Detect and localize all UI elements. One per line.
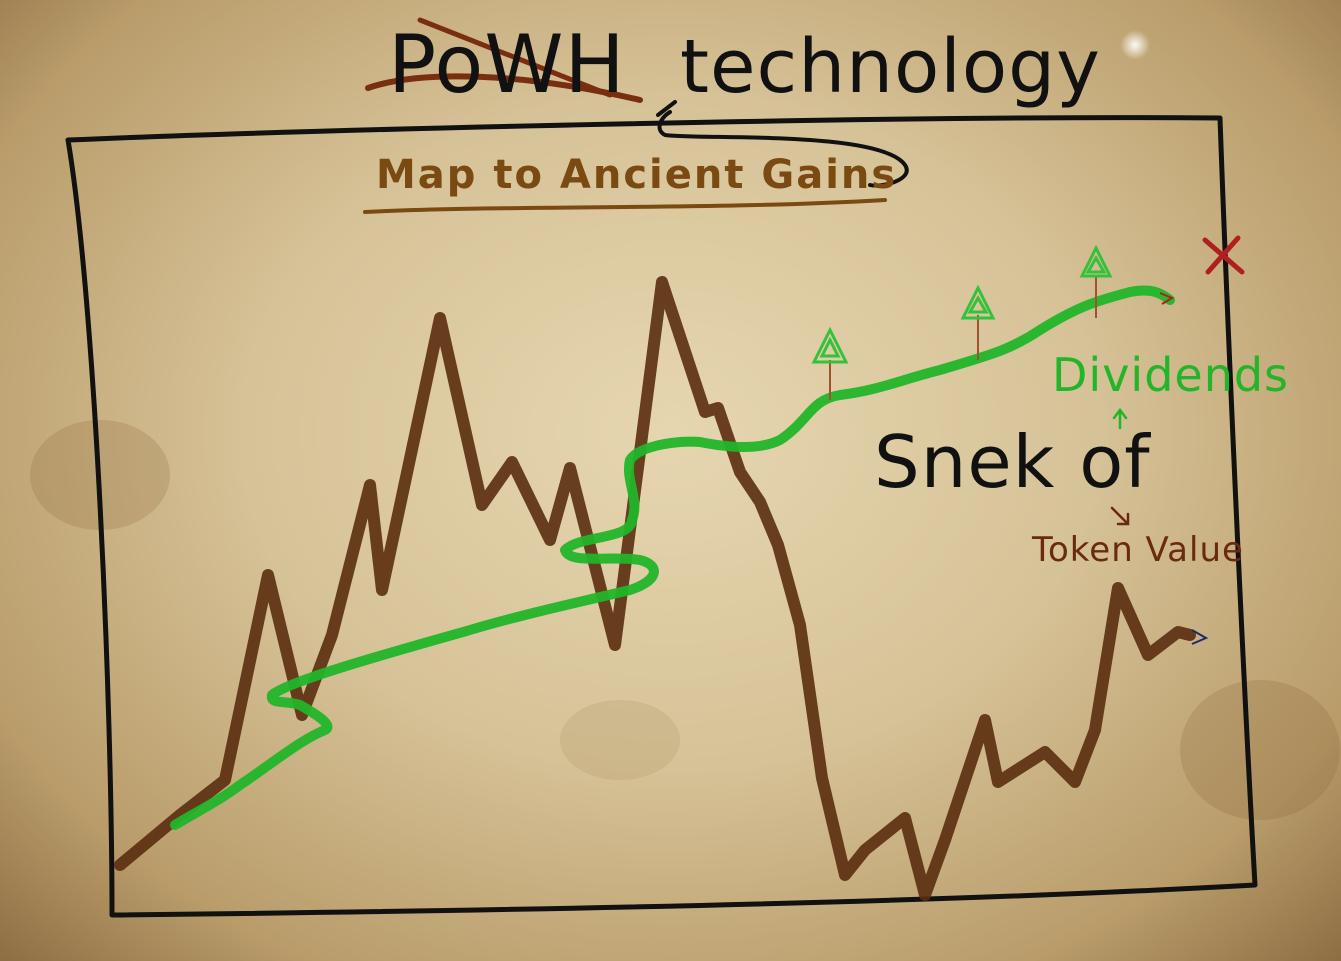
token-value-label: Token Value — [1032, 530, 1244, 570]
tree-icon — [811, 326, 849, 400]
tree-icon — [1079, 244, 1113, 318]
insert-caret — [657, 110, 909, 188]
snake-head-icon — [1191, 629, 1209, 645]
title-strikethrough — [417, 17, 613, 98]
arrow-icon — [1110, 506, 1130, 526]
snek-of-label: Snek of — [874, 420, 1151, 504]
arrow-icon — [1112, 407, 1128, 430]
title-struck-word: PoWH — [388, 18, 626, 111]
subtitle-underline — [363, 198, 887, 214]
dividends-line — [170, 285, 1175, 830]
stain — [1180, 680, 1340, 820]
snake-head-icon — [1159, 292, 1175, 305]
stain — [560, 700, 680, 780]
tree-icon — [960, 284, 996, 360]
map-frame — [65, 115, 1258, 918]
dividends-label: Dividends — [1052, 348, 1290, 402]
title-main-word: technology — [680, 24, 1101, 110]
map-subtitle: Map to Ancient Gains — [376, 152, 898, 198]
insert-caret — [656, 100, 677, 117]
x-mark-icon — [1202, 235, 1245, 275]
token-value-line — [114, 276, 1196, 901]
glare — [1120, 30, 1150, 60]
